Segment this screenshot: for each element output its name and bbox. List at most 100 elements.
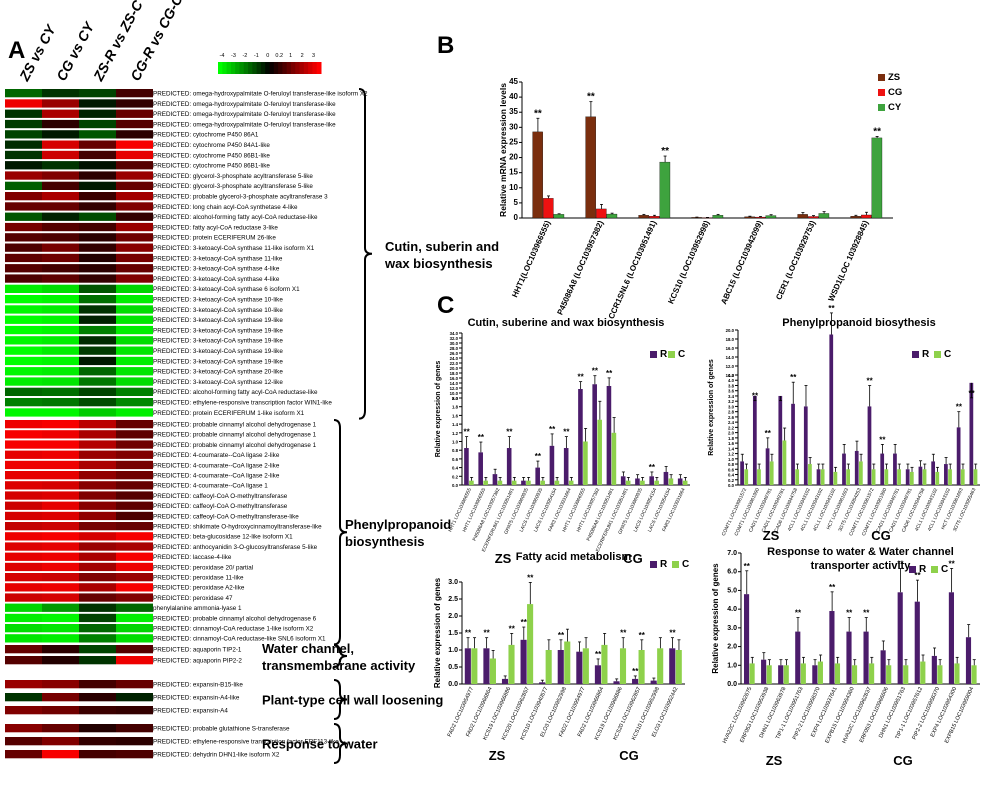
heatmap-cell [79, 398, 116, 407]
heatmap-cell [116, 737, 153, 746]
heatmap-row-label: PREDICTED: caffeoyl-CoA O-methyltransfer… [153, 503, 288, 510]
category-label: 3GT5 LOC103955463 [952, 487, 978, 533]
y-tick-label: 3.0 [727, 625, 737, 632]
heatmap-cell [116, 450, 153, 459]
heatmap-cell [79, 171, 116, 180]
bar [944, 464, 948, 485]
heatmap-cell [42, 253, 79, 263]
scale-swatch [226, 62, 232, 74]
bar [795, 469, 800, 485]
legend-label: C [941, 564, 948, 575]
heatmap-cell [79, 542, 116, 551]
legend-swatch [672, 561, 679, 568]
bar [532, 131, 543, 219]
y-tick-label: 45 [509, 77, 518, 86]
bar [863, 631, 869, 684]
y-tick-label: 3.0 [448, 579, 458, 586]
heatmap-cell [116, 583, 153, 592]
heatmap-cell [79, 367, 116, 376]
heatmap-cell [42, 284, 79, 293]
heatmap-cell [5, 305, 42, 314]
significance-mark: ** [765, 429, 772, 438]
bar [638, 650, 645, 684]
heatmap-cell [79, 212, 116, 221]
heatmap-cell [42, 542, 79, 551]
heatmap-cell [42, 737, 79, 746]
y-axis-label: Relative expression of genes [433, 577, 442, 688]
heatmap-cell [42, 130, 79, 139]
y-tick-label: 14.0 [726, 355, 735, 360]
heatmap-cell [42, 450, 79, 459]
heatmap-cell [116, 150, 153, 160]
scale-swatch [303, 62, 309, 74]
bar [914, 601, 920, 684]
scale-swatch [308, 62, 313, 74]
y-tick-label: 3.6 [728, 389, 735, 394]
heatmap-cell [5, 724, 42, 733]
heatmap-row-label: PREDICTED: cytochrome P450 86B1-like [153, 152, 270, 159]
heatmap-row-label: PREDICTED: protein ECERIFERUM 26-like [153, 235, 276, 242]
heatmap-cell [116, 573, 153, 582]
scale-swatch [290, 62, 296, 74]
bar [937, 665, 943, 684]
bar [871, 469, 876, 485]
bar [521, 480, 526, 485]
heatmap-cell [5, 501, 42, 510]
heatmap-cell [79, 522, 116, 531]
significance-mark: ** [956, 403, 963, 412]
y-axis-label: Relative expression of genes [711, 563, 720, 674]
heatmap-cell [5, 356, 42, 366]
y-tick-label: 20.0 [450, 366, 459, 371]
heatmap-cell [42, 471, 79, 480]
bar [869, 663, 875, 684]
y-axis-label: Relative expression of genes [435, 361, 442, 458]
heatmap-row-label: PREDICTED: glycerol-3-phosphate acyltran… [153, 173, 313, 180]
heatmap-row-label: PREDICTED: 4-coumarate--CoA ligase 2-lik… [153, 452, 280, 459]
heatmap-cell [42, 325, 79, 335]
bar [931, 655, 937, 684]
chart-title: Fatty acid metabolism [516, 551, 632, 563]
y-tick-label: 25 [509, 137, 518, 146]
heatmap-cell [79, 130, 116, 139]
heatmap-cell [42, 624, 79, 633]
significance-mark: ** [632, 667, 639, 676]
heatmap-cell [79, 192, 116, 201]
significance-mark: ** [549, 425, 556, 434]
heatmap-row-label: PREDICTED: omega-hydroxypalmitate O-feru… [153, 121, 336, 128]
heatmap-row-label: PREDICTED: aquaporin PIP2-2 [153, 658, 242, 665]
bar [743, 594, 750, 684]
heatmap-cell [79, 408, 116, 417]
heatmap-cell [79, 315, 116, 324]
bar [596, 208, 607, 219]
bar-chart-B: 0 5 10 15 20 25 30 35 40 45 ** HHT1(LOC103966555) **… [498, 72, 902, 320]
heatmap-cell [42, 420, 79, 429]
bar [564, 641, 571, 684]
heatmap-cell [5, 552, 42, 561]
heatmap-cell [79, 471, 116, 480]
bar [971, 665, 977, 684]
bar [471, 648, 478, 684]
bar [582, 648, 589, 684]
bar [897, 592, 903, 684]
bar [954, 663, 960, 684]
y-tick-label: 10.0 [450, 391, 459, 396]
heatmap-row-label: PREDICTED: cinnamoyl-CoA reductase-like … [153, 636, 326, 643]
category-label: CAD6 LOC103944758 [901, 487, 927, 533]
heatmap-cell [42, 181, 79, 190]
bar [635, 478, 640, 485]
group-label: wax biosynthesis [384, 256, 493, 271]
heatmap-cell [42, 634, 79, 643]
bar [526, 480, 531, 485]
heatmap-cell [116, 481, 153, 490]
heatmap-cell [42, 511, 79, 521]
bar [654, 480, 659, 485]
bar [812, 665, 818, 684]
heatmap-cell [116, 420, 153, 429]
heatmap-cell [42, 171, 79, 180]
heatmap-cell [79, 593, 116, 602]
heatmap-cell [5, 693, 42, 702]
bar [611, 432, 617, 485]
bar-chart-C4: 0.0 1.0 2.0 3.0 4.0 5.0 6.0 7.0 ** HVA22C LOC1039… [711, 546, 980, 768]
y-tick-label: 7.0 [727, 550, 737, 557]
heatmap-cell [42, 522, 79, 531]
